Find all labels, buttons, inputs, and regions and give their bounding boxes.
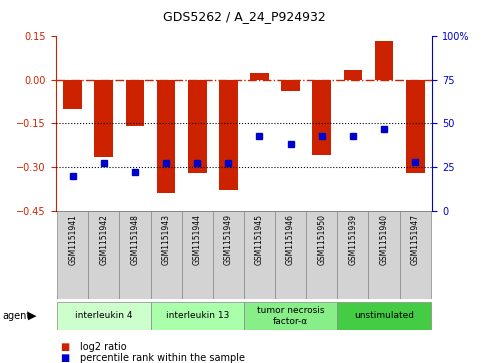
Bar (63, 80, 82, 109)
Bar (126, 80, 144, 126)
Text: GSM1151947: GSM1151947 (411, 214, 420, 265)
Text: unstimulated: unstimulated (354, 311, 414, 320)
Text: GSM1151942: GSM1151942 (99, 214, 108, 265)
Bar (151, 302, 244, 330)
Text: tumor necrosis
factor-α: tumor necrosis factor-α (257, 306, 325, 326)
Text: GSM1151948: GSM1151948 (130, 214, 140, 265)
Bar (399, 211, 431, 299)
Bar (57, 302, 151, 330)
Bar (219, 80, 238, 190)
Bar (337, 302, 431, 330)
Bar (313, 80, 331, 155)
Text: interleukin 4: interleukin 4 (75, 311, 132, 320)
Text: GSM1151946: GSM1151946 (286, 214, 295, 265)
Text: GSM1151945: GSM1151945 (255, 214, 264, 265)
Bar (250, 73, 269, 80)
Bar (151, 211, 182, 299)
Bar (95, 80, 113, 157)
Bar (57, 211, 88, 299)
Bar (369, 211, 399, 299)
Bar (275, 211, 306, 299)
Text: ▶: ▶ (28, 311, 37, 321)
Bar (88, 211, 119, 299)
Bar (343, 70, 362, 80)
Bar (188, 80, 207, 173)
Text: GSM1151940: GSM1151940 (380, 214, 388, 265)
Bar (375, 41, 393, 80)
Text: log2 ratio: log2 ratio (80, 342, 127, 352)
Bar (119, 211, 151, 299)
Text: ■: ■ (60, 352, 70, 363)
Bar (244, 302, 337, 330)
Text: GSM1151950: GSM1151950 (317, 214, 326, 265)
Text: GSM1151949: GSM1151949 (224, 214, 233, 265)
Bar (157, 80, 175, 193)
Text: GSM1151944: GSM1151944 (193, 214, 202, 265)
Text: percentile rank within the sample: percentile rank within the sample (80, 352, 245, 363)
Text: agent: agent (2, 311, 30, 321)
Text: GSM1151939: GSM1151939 (348, 214, 357, 265)
Bar (244, 211, 275, 299)
Bar (406, 80, 425, 173)
Text: GSM1151941: GSM1151941 (68, 214, 77, 265)
Text: interleukin 13: interleukin 13 (166, 311, 229, 320)
Text: GSM1151943: GSM1151943 (162, 214, 170, 265)
Text: GDS5262 / A_24_P924932: GDS5262 / A_24_P924932 (163, 10, 325, 23)
Text: ■: ■ (60, 342, 70, 352)
Bar (337, 211, 369, 299)
Bar (182, 211, 213, 299)
Bar (213, 211, 244, 299)
Bar (281, 80, 300, 91)
Bar (306, 211, 337, 299)
